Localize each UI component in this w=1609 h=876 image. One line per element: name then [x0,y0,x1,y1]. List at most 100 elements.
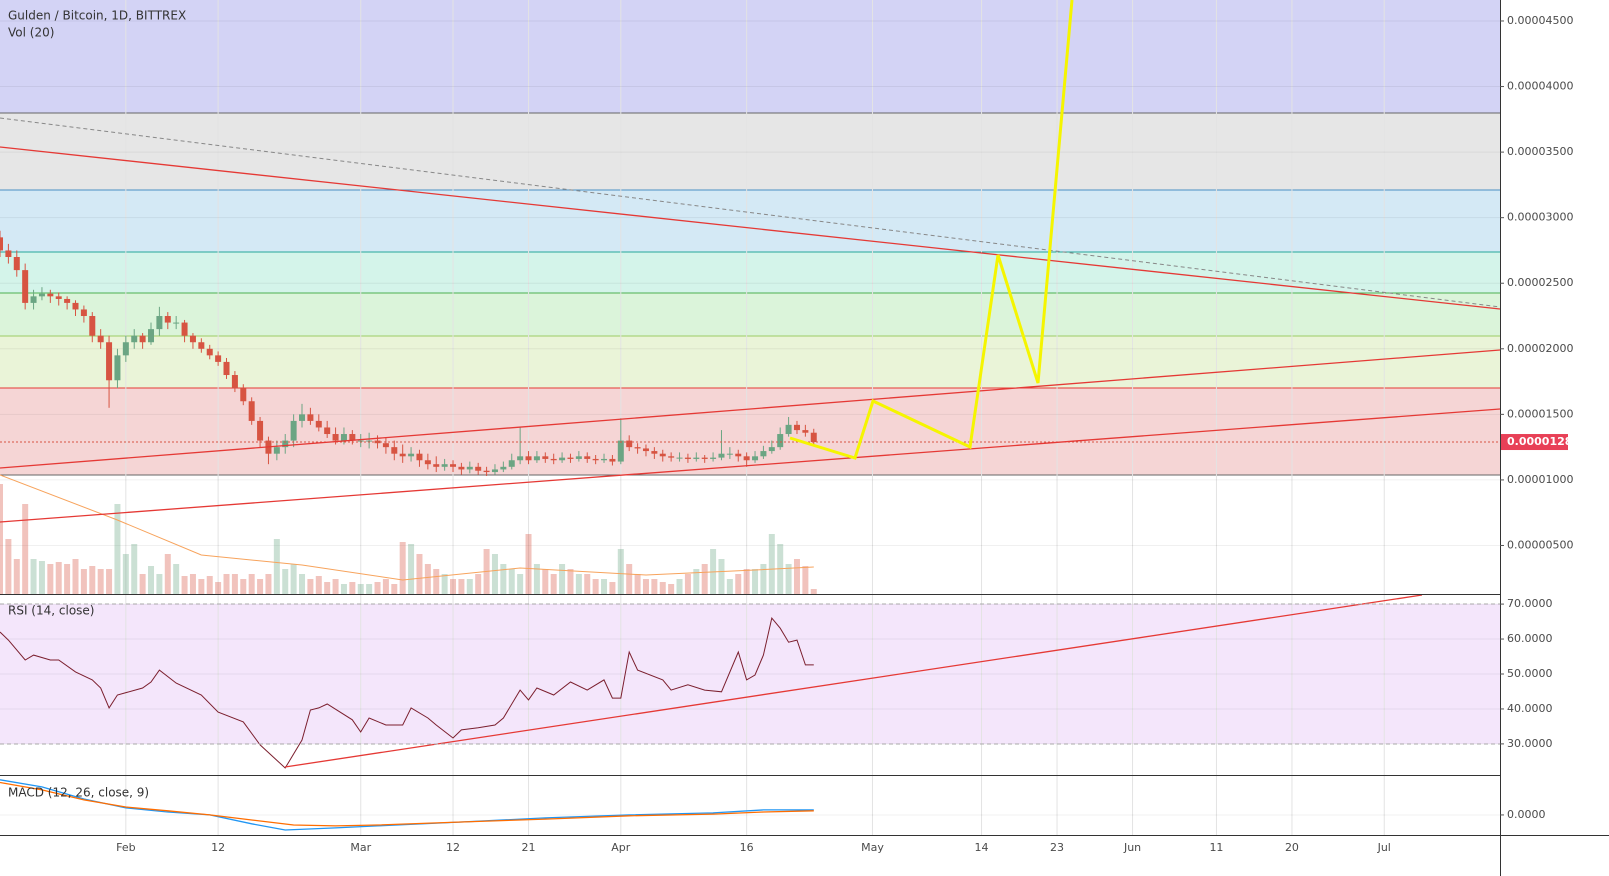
x-tick-label: 20 [1285,841,1299,854]
candle-body [768,447,775,452]
volume-bar [701,564,708,594]
volume-bar [164,554,171,594]
candle-body [567,457,574,459]
candle-body [198,342,205,349]
candle-body [80,309,87,317]
volume-bar [139,574,146,594]
volume-bar [332,579,339,594]
candle-body [55,296,62,299]
volume-bar [315,576,322,594]
candle-body [668,456,675,458]
candle-body [450,464,457,467]
volume-bar [542,569,549,594]
candle-body [550,458,557,461]
candle-body [684,457,691,459]
candle-body [148,329,155,343]
volume-bar [13,559,20,594]
trend-line [0,349,1501,469]
volume-bar [340,584,347,594]
zone [0,293,1500,336]
volume-bar [382,579,389,594]
x-tick-label: 16 [740,841,754,854]
y-tick-label: 0.00004000 [1507,80,1573,93]
candle-body [500,466,507,470]
candle-body [441,464,448,467]
volume-bar [89,566,96,594]
x-tick-label: 12 [446,841,460,854]
candle-body [72,302,79,310]
y-tick-label: 30.0000 [1507,737,1553,750]
volume-bar [391,584,398,594]
volume-bar [743,569,750,594]
volume-bar [433,569,440,594]
volume-bar [659,582,666,594]
volume-bar [634,574,641,594]
volume-bar [508,569,515,594]
volume-bar [752,569,759,594]
x-tick-label: 21 [522,841,536,854]
candle-body [173,322,180,324]
drawings [0,0,1500,744]
projection [789,0,1074,460]
candle-body [240,388,247,402]
candle-body [22,270,29,303]
y-tick-label: 0.00004500 [1507,14,1573,27]
volume-bar [290,564,297,594]
volume-bar [802,566,809,594]
trend-line [0,146,1501,310]
candle-body [601,458,608,461]
volume-bar [0,484,3,594]
candle-body [106,342,113,381]
volume-bar [491,554,498,594]
candle-body [491,469,498,473]
volume-bar [550,574,557,594]
zone [0,190,1500,252]
volume-bar [324,582,331,594]
candle-body [642,448,649,452]
x-tick-label: Jun [1123,841,1141,854]
y-tick-label: 0.00001000 [1507,473,1573,486]
candle-body [752,456,759,461]
candle-body [433,464,440,467]
candle-body [332,434,339,441]
volume-bar [408,544,415,594]
candle-body [592,458,599,461]
candle-body [97,335,104,343]
volume-bar [575,574,582,594]
candle-body [47,293,54,297]
volume-bar [240,579,247,594]
candle-body [584,456,591,459]
volume-bar [357,584,364,594]
volume-bar [684,574,691,594]
candle-body [324,427,331,435]
candle-body [64,298,71,303]
volume-title: Vol (20) [8,26,54,40]
volume-bar [718,559,725,594]
candle-body [676,457,683,459]
volume-bar [38,561,45,594]
rsi-title: RSI (14, close) [8,604,94,618]
y-tick-label: 0.00002500 [1507,276,1573,289]
trend-line [284,594,1423,768]
candle-body [114,355,121,381]
y-tick-label: 0.00002000 [1507,342,1573,355]
volume-bar [760,564,767,594]
volume-bar [198,579,205,594]
candle-body [735,453,742,457]
volume-bar [559,564,566,594]
volume-bar [206,576,213,594]
volume-bar [584,574,591,594]
volume-bar [131,544,138,594]
volume-bar [231,574,238,594]
candle-body [785,424,792,435]
y-tick-label: 0.00000500 [1507,538,1573,551]
volume-bar [617,549,624,594]
candle-body [710,457,717,459]
candle-body [382,443,389,448]
volume-bar [609,582,616,594]
volume-bar [64,564,71,594]
y-tick-label: 50.0000 [1507,667,1553,680]
candle-body [802,430,809,433]
zone [0,113,1500,190]
